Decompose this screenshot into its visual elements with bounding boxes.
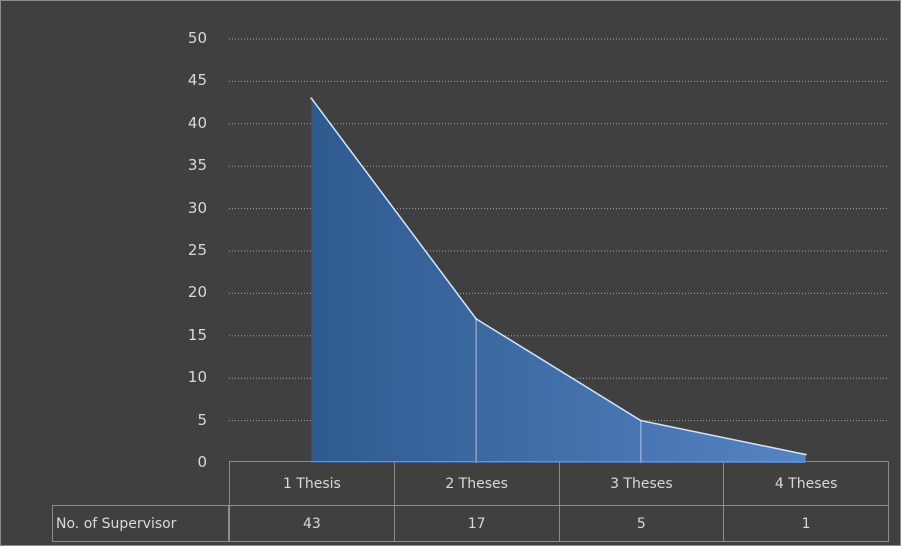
y-tick-label-40: 40 bbox=[177, 114, 207, 132]
y-tick-label-30: 30 bbox=[177, 199, 207, 217]
y-tick-label-35: 35 bbox=[177, 156, 207, 174]
area-fill bbox=[311, 98, 805, 463]
table-row-label: No. of Supervisor bbox=[52, 505, 229, 542]
data-point-4 bbox=[805, 454, 807, 456]
x-category-label-1: 1 Thesis bbox=[229, 461, 395, 506]
data-point-2 bbox=[475, 318, 477, 320]
table-value-4: 1 bbox=[723, 505, 889, 542]
y-tick-label-5: 5 bbox=[177, 411, 207, 429]
table-value-1: 43 bbox=[229, 505, 395, 542]
data-point-1 bbox=[310, 97, 312, 99]
y-tick-label-25: 25 bbox=[177, 241, 207, 259]
x-category-label-4: 4 Theses bbox=[723, 461, 889, 506]
y-tick-label-50: 50 bbox=[177, 29, 207, 47]
x-category-label-3: 3 Theses bbox=[559, 461, 725, 506]
y-tick-label-15: 15 bbox=[177, 326, 207, 344]
data-point-3 bbox=[640, 420, 642, 422]
table-value-3: 5 bbox=[559, 505, 725, 542]
x-category-label-2: 2 Theses bbox=[394, 461, 560, 506]
area-series bbox=[310, 97, 806, 463]
y-tick-label-10: 10 bbox=[177, 368, 207, 386]
table-value-2: 17 bbox=[394, 505, 560, 542]
y-tick-label-0: 0 bbox=[177, 453, 207, 471]
y-tick-label-20: 20 bbox=[177, 283, 207, 301]
y-tick-label-45: 45 bbox=[177, 71, 207, 89]
